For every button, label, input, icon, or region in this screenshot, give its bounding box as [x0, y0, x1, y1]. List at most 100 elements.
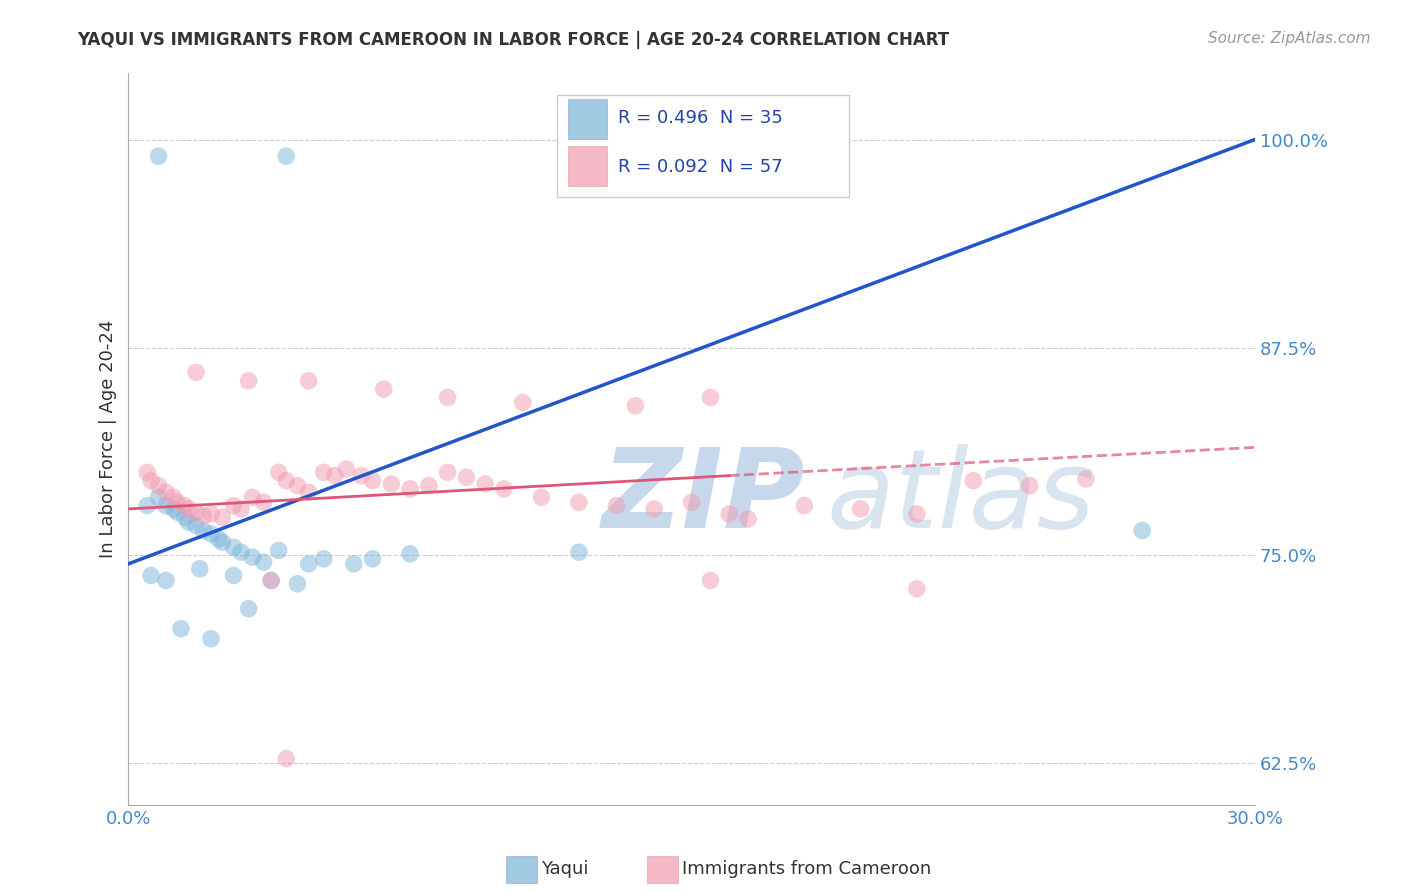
Point [260, 574, 283, 588]
Point [399, 482, 422, 496]
Point [380, 477, 402, 491]
Point [222, 499, 245, 513]
Point [267, 465, 290, 479]
Point [184, 518, 207, 533]
Text: YAQUI VS IMMIGRANTS FROM CAMEROON IN LABOR FORCE | AGE 20-24 CORRELATION CHART: YAQUI VS IMMIGRANTS FROM CAMEROON IN LAB… [77, 31, 949, 49]
Point [287, 576, 309, 591]
Text: ZIP: ZIP [602, 444, 806, 551]
Point [298, 557, 321, 571]
Point [211, 535, 233, 549]
Point [173, 499, 195, 513]
Point [436, 391, 458, 405]
Point [207, 532, 229, 546]
Point [643, 502, 665, 516]
Point [148, 478, 170, 492]
Point [253, 495, 276, 509]
Point [222, 540, 245, 554]
Point [905, 507, 928, 521]
Point [166, 505, 188, 519]
Point [148, 149, 170, 163]
Point [624, 399, 647, 413]
Point [177, 515, 200, 529]
Text: Yaqui: Yaqui [541, 860, 589, 878]
Point [350, 468, 373, 483]
Point [155, 574, 177, 588]
Point [240, 550, 263, 565]
Point [136, 465, 159, 479]
Point [681, 495, 703, 509]
Point [184, 505, 207, 519]
Y-axis label: In Labor Force | Age 20-24: In Labor Force | Age 20-24 [100, 320, 117, 558]
Point [905, 582, 928, 596]
Point [177, 502, 200, 516]
Point [211, 510, 233, 524]
Point [474, 477, 496, 491]
Point [530, 490, 553, 504]
Point [436, 465, 458, 479]
FancyBboxPatch shape [568, 146, 607, 186]
Point [276, 474, 298, 488]
Point [962, 474, 984, 488]
Text: atlas: atlas [827, 444, 1095, 551]
Point [418, 478, 440, 492]
Point [229, 502, 252, 516]
Point [399, 547, 422, 561]
Point [718, 507, 741, 521]
Point [260, 574, 283, 588]
Point [267, 543, 290, 558]
Point [456, 470, 478, 484]
Point [312, 465, 335, 479]
Point [184, 366, 207, 380]
Point [162, 502, 184, 516]
FancyBboxPatch shape [568, 99, 607, 139]
Point [606, 499, 628, 513]
Point [361, 551, 384, 566]
Point [253, 555, 276, 569]
Text: R = 0.092  N = 57: R = 0.092 N = 57 [619, 158, 783, 176]
Text: Source: ZipAtlas.com: Source: ZipAtlas.com [1208, 31, 1371, 46]
Point [238, 374, 260, 388]
Point [166, 495, 188, 509]
Point [155, 485, 177, 500]
Point [512, 395, 534, 409]
Point [737, 512, 759, 526]
Point [276, 751, 298, 765]
Point [373, 382, 395, 396]
Text: Immigrants from Cameroon: Immigrants from Cameroon [682, 860, 931, 878]
Point [238, 601, 260, 615]
Point [193, 508, 215, 523]
Point [312, 551, 335, 566]
Point [193, 524, 215, 538]
Point [323, 468, 346, 483]
Point [1018, 478, 1040, 492]
Point [188, 562, 211, 576]
Point [139, 474, 162, 488]
Point [240, 490, 263, 504]
Point [136, 499, 159, 513]
Point [361, 474, 384, 488]
Point [298, 485, 321, 500]
Point [287, 478, 309, 492]
Point [173, 510, 195, 524]
Point [568, 495, 591, 509]
FancyBboxPatch shape [557, 95, 849, 197]
Point [298, 374, 321, 388]
Point [1074, 472, 1097, 486]
Point [222, 568, 245, 582]
Point [1130, 524, 1153, 538]
Point [200, 632, 222, 646]
Text: R = 0.496  N = 35: R = 0.496 N = 35 [619, 110, 783, 128]
Point [492, 482, 515, 496]
Point [849, 502, 872, 516]
Point [200, 507, 222, 521]
Point [155, 499, 177, 513]
Point [170, 622, 193, 636]
Point [276, 149, 298, 163]
Point [343, 557, 366, 571]
Point [229, 545, 252, 559]
Point [699, 391, 721, 405]
Point [793, 499, 815, 513]
Point [699, 574, 721, 588]
Point [139, 568, 162, 582]
Point [148, 490, 170, 504]
